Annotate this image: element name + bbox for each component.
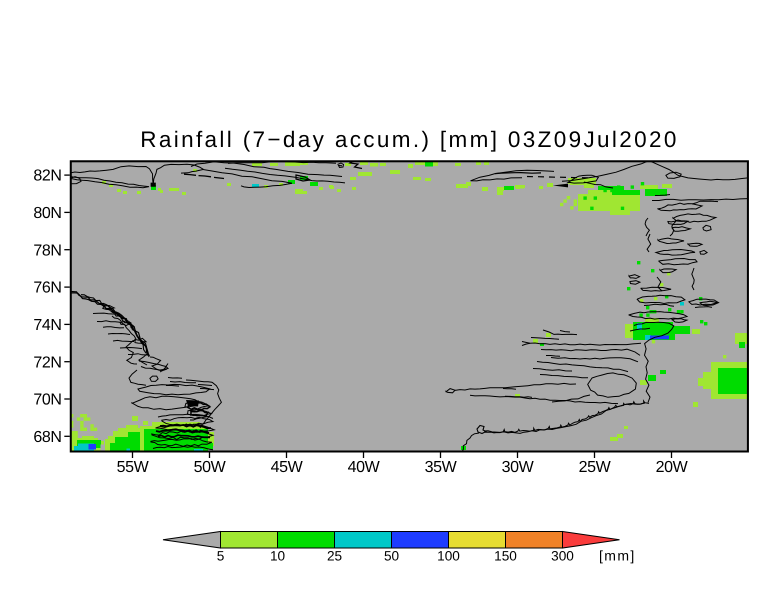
svg-text:30W: 30W <box>502 459 535 476</box>
svg-text:[mm]: [mm] <box>599 547 636 563</box>
svg-text:74N: 74N <box>33 317 61 334</box>
svg-text:100: 100 <box>437 548 460 563</box>
svg-text:78N: 78N <box>33 242 61 259</box>
svg-text:76N: 76N <box>33 280 61 297</box>
svg-text:72N: 72N <box>33 354 61 371</box>
svg-text:82N: 82N <box>33 168 61 185</box>
svg-text:300: 300 <box>551 548 574 563</box>
svg-text:45W: 45W <box>271 459 304 476</box>
svg-text:150: 150 <box>494 548 517 563</box>
svg-text:5: 5 <box>217 548 225 563</box>
svg-text:55W: 55W <box>117 459 150 476</box>
svg-text:80N: 80N <box>33 205 61 222</box>
svg-text:50W: 50W <box>194 459 227 476</box>
svg-text:35W: 35W <box>425 459 458 476</box>
svg-text:25: 25 <box>327 548 342 563</box>
svg-text:10: 10 <box>270 548 286 563</box>
svg-text:70N: 70N <box>33 392 61 409</box>
svg-text:Rainfall (7−day accum.) [mm] 0: Rainfall (7−day accum.) [mm] 03Z09Jul202… <box>140 127 678 152</box>
svg-text:25W: 25W <box>579 459 612 476</box>
svg-text:20W: 20W <box>656 459 689 476</box>
svg-text:50: 50 <box>384 548 400 563</box>
svg-text:68N: 68N <box>33 429 61 446</box>
svg-text:40W: 40W <box>348 459 381 476</box>
